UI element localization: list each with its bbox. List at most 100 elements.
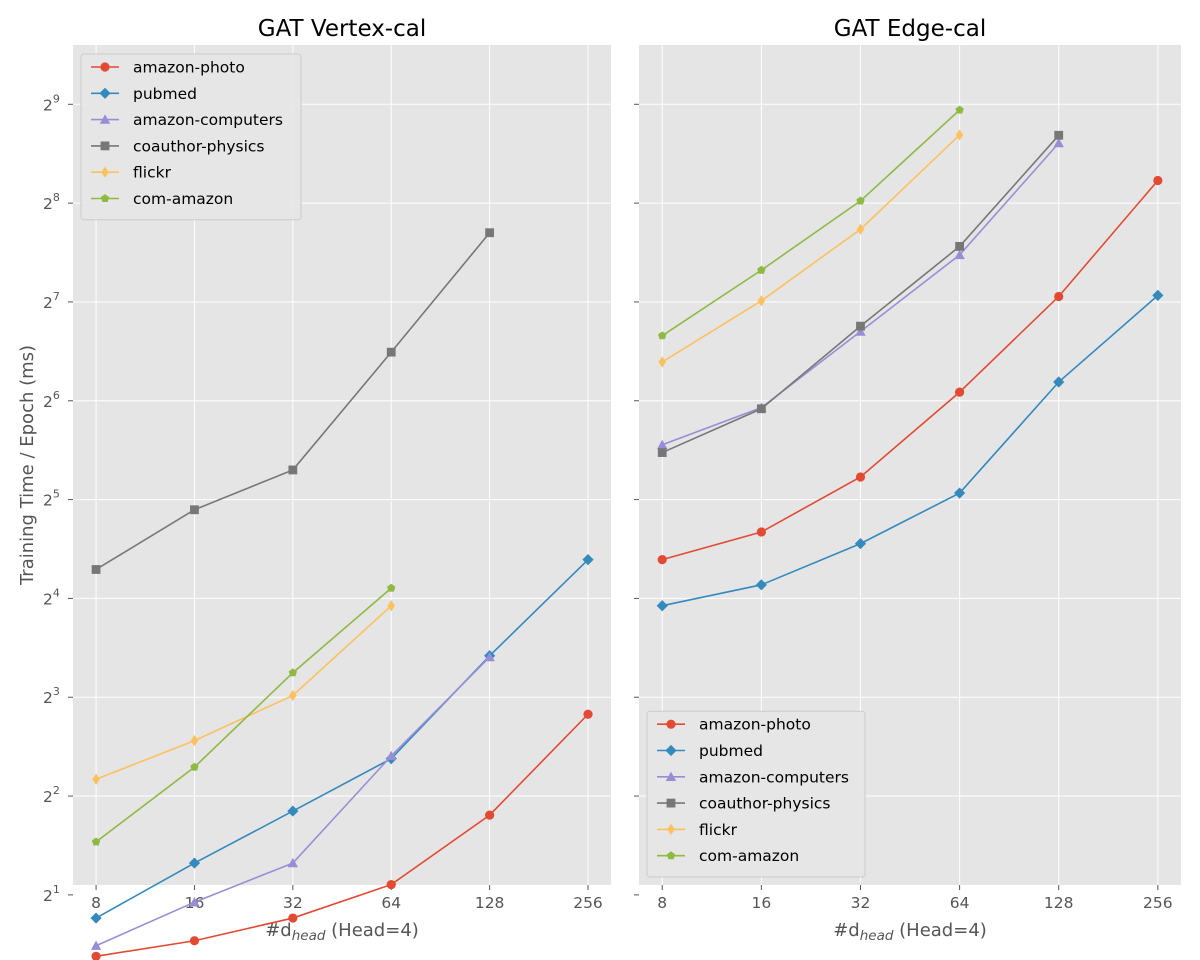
legend-label: flickr	[133, 164, 172, 182]
x-tick-label: 32	[851, 894, 871, 912]
series-amazon-photo	[91, 709, 593, 960]
series-coauthor-physics	[91, 228, 495, 574]
series-line	[662, 294, 1159, 607]
x-tick-label: 32	[283, 894, 303, 912]
y-tick-label: 26	[43, 389, 60, 411]
data-point	[955, 105, 964, 114]
x-tick-label: 64	[950, 894, 970, 912]
data-point	[190, 735, 199, 747]
legend-label: amazon-photo	[699, 716, 811, 734]
legend-label: flickr	[699, 821, 738, 839]
x-tick-label: 128	[1044, 894, 1074, 912]
legend-label: coauthor-physics	[699, 795, 831, 813]
series-flickr	[92, 600, 396, 785]
data-point	[387, 600, 396, 612]
legend-item-com-amazon: com-amazon	[657, 847, 799, 865]
legend-marker	[101, 166, 109, 178]
data-point	[288, 465, 298, 475]
data-point	[189, 936, 200, 946]
legend-frame	[80, 53, 302, 221]
x-tick-label: 8	[657, 894, 667, 912]
data-point	[189, 896, 200, 907]
data-point	[91, 565, 101, 574]
legend-label: com-amazon	[133, 190, 233, 208]
data-point	[91, 837, 101, 846]
legend-item-coauthor-physics: coauthor-physics	[657, 795, 831, 813]
legend: amazon-photo pubmed amazon-computers coauth…	[646, 710, 866, 878]
series-amazon-photo	[657, 175, 1163, 565]
data-point	[955, 129, 964, 141]
x-axis-label-2: #dhead (Head=4)	[833, 920, 987, 944]
legend-item-com-amazon: com-amazon	[91, 190, 233, 208]
y-axis-label: Training Time / Epoch (ms)	[17, 345, 38, 586]
legend-marker	[100, 62, 110, 72]
data-point	[955, 241, 965, 251]
data-point	[582, 554, 594, 566]
data-point	[855, 472, 866, 482]
legend-marker	[99, 114, 111, 124]
y-tick-label: 25	[43, 488, 60, 510]
data-point	[190, 762, 199, 771]
legend-item-pubmed: pubmed	[657, 742, 763, 760]
data-point	[485, 228, 495, 238]
series-line	[95, 559, 589, 919]
legend-marker	[665, 771, 677, 781]
legend-item-amazon-computers: amazon-computers	[91, 111, 283, 129]
data-point	[856, 196, 865, 205]
legend-label: amazon-photo	[133, 59, 245, 77]
legend-marker	[100, 194, 110, 203]
data-point	[1054, 130, 1064, 140]
series-line	[95, 605, 392, 781]
data-point	[386, 347, 396, 357]
legend-marker	[99, 87, 111, 99]
y-tick-label: 23	[43, 685, 60, 707]
data-point	[485, 810, 495, 820]
x-tick-label: 256	[1143, 894, 1173, 912]
y-tick-label: 22	[43, 784, 60, 806]
series-coauthor-physics	[657, 130, 1064, 457]
legend-marker	[665, 744, 677, 757]
data-point	[856, 321, 865, 331]
data-point	[90, 912, 102, 924]
data-point	[287, 805, 299, 817]
legend-item-flickr: flickr	[657, 821, 738, 839]
legend-item-amazon-photo: amazon-photo	[91, 59, 245, 77]
data-point	[658, 356, 667, 368]
y-tick-label: 27	[43, 290, 60, 312]
data-point	[1053, 376, 1065, 388]
data-point	[854, 538, 867, 550]
data-point	[757, 295, 766, 307]
legend-marker	[666, 719, 676, 729]
data-point	[90, 940, 102, 950]
legend-item-flickr: flickr	[91, 164, 172, 182]
x-axis-label-1: #dhead (Head=4)	[265, 920, 419, 944]
x-tick-label: 8	[91, 894, 101, 912]
series-amazon-computers	[90, 651, 495, 950]
data-point	[484, 651, 495, 662]
series-line	[662, 179, 1159, 561]
subplot-1: 8163264128256212223242526272829GAT Verte…	[43, 16, 611, 960]
x-tick-label: 64	[381, 894, 401, 912]
y-tick-label: 21	[43, 883, 60, 905]
data-point	[289, 689, 297, 702]
legend-label: amazon-computers	[133, 111, 283, 129]
legend-label: amazon-computers	[699, 768, 849, 786]
data-point	[386, 750, 397, 761]
data-point	[757, 265, 766, 274]
data-point	[288, 668, 298, 677]
y-tick-label: 29	[43, 92, 60, 114]
data-point	[1053, 137, 1064, 148]
legend-item-coauthor-physics: coauthor-physics	[91, 137, 265, 155]
subplot-2: 8 16 32 64 128 256 GAT Edge-cal amazon-photo pub…	[634, 16, 1181, 912]
y-tick-label: 28	[43, 191, 60, 213]
legend-marker	[666, 798, 676, 808]
data-point	[657, 555, 667, 565]
legend-label: pubmed	[133, 85, 197, 103]
legend-marker	[100, 141, 110, 151]
x-tick-label: 128	[475, 894, 505, 912]
y-tick-label: 24	[43, 586, 60, 608]
legend-item-pubmed: pubmed	[91, 85, 197, 103]
data-point	[288, 913, 298, 923]
data-point	[287, 857, 299, 868]
